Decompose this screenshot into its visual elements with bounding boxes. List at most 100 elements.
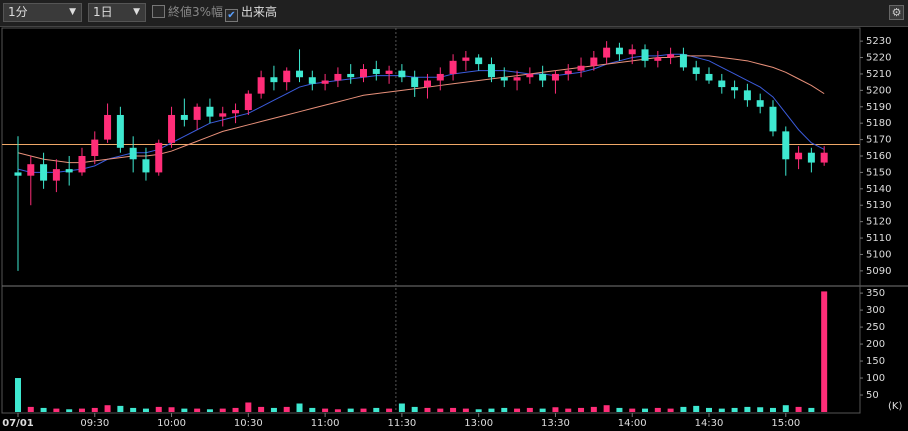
volume-bar xyxy=(219,408,226,412)
volume-bar xyxy=(232,407,239,412)
candle-body xyxy=(129,147,137,160)
candle-body xyxy=(27,164,35,176)
volume-bar xyxy=(283,406,290,412)
candle-body xyxy=(820,152,828,163)
volume-bar xyxy=(78,408,85,412)
volume-bar xyxy=(757,407,764,412)
volume-unit: (K) xyxy=(888,401,902,412)
y-tick-label: 5110 xyxy=(866,233,891,244)
y-tick-label: 5210 xyxy=(866,69,891,80)
volume-bar xyxy=(117,405,124,412)
volume-bar xyxy=(744,406,751,412)
candle-body xyxy=(206,106,214,117)
candle-body xyxy=(232,110,240,114)
y-tick-label: 150 xyxy=(866,356,885,367)
volume-bar xyxy=(654,407,661,412)
volume-bar xyxy=(629,408,636,412)
range-select[interactable]: 1日 ▼ xyxy=(88,3,146,22)
candle-body xyxy=(756,100,764,107)
volume-bar xyxy=(53,408,60,412)
candle-body xyxy=(475,57,483,65)
y-tick-label: 5170 xyxy=(866,135,891,146)
interval-select[interactable]: 1分 ▼ xyxy=(3,3,82,22)
candle-body xyxy=(743,90,751,101)
candle-body xyxy=(769,106,777,132)
candle-body xyxy=(180,114,188,120)
volume-bar xyxy=(206,409,213,412)
volume-bar xyxy=(91,407,98,412)
y-tick-label: 5140 xyxy=(866,184,891,195)
candle-body xyxy=(257,77,265,94)
x-tick-label: 07/01 xyxy=(2,418,34,429)
y-tick-label: 5190 xyxy=(866,102,891,113)
volume-bar xyxy=(27,406,34,412)
volume-bar xyxy=(706,407,713,412)
candle-body xyxy=(359,69,367,78)
volume-bar xyxy=(552,407,559,412)
settings-button[interactable]: ⚙ xyxy=(889,5,904,20)
candle-body xyxy=(411,77,419,88)
toolbar: 1分 ▼ 1日 ▼ 終値3%幅 ✔ 出来高 ⚙ xyxy=(0,0,908,27)
candle-body xyxy=(667,54,675,58)
volume-bar xyxy=(501,407,508,412)
candle-body xyxy=(219,113,227,117)
candle-body xyxy=(487,64,495,78)
candle-body xyxy=(270,77,278,83)
candle-body xyxy=(628,49,636,55)
x-tick-label: 14:30 xyxy=(695,418,724,429)
candle-body xyxy=(462,57,470,61)
candle-body xyxy=(168,114,176,143)
x-tick-label: 10:30 xyxy=(234,418,263,429)
checkbox[interactable] xyxy=(152,5,165,18)
candle-body xyxy=(385,70,393,74)
volume-bar xyxy=(258,406,265,412)
chart: 5090 5100 5110 5120 5130 5140 5150 5160 5170 5180… xyxy=(1,27,908,429)
candle-body xyxy=(321,80,329,84)
y-tick-label: 300 xyxy=(866,305,885,316)
volume-bar xyxy=(168,407,175,412)
y-tick-label: 250 xyxy=(866,322,885,333)
volume-bar xyxy=(821,291,828,412)
candle-body xyxy=(78,156,86,173)
close-range-option[interactable]: 終値3%幅 xyxy=(152,5,223,20)
volume-bar xyxy=(526,407,533,412)
interval-text: 1分 xyxy=(8,5,28,19)
volume-bar xyxy=(475,409,482,412)
volume-bar xyxy=(181,408,188,412)
candle-body xyxy=(577,65,585,71)
volume-bar xyxy=(398,403,405,412)
y-tick-label: 5180 xyxy=(866,118,891,129)
candle-body xyxy=(116,114,124,148)
volume-bar xyxy=(578,407,585,412)
y-tick-label: 5160 xyxy=(866,151,891,162)
plot-frame xyxy=(1,27,861,414)
volume-bar xyxy=(795,406,802,412)
candle-body xyxy=(679,54,687,68)
candle-body xyxy=(65,169,73,173)
checkbox[interactable]: ✔ xyxy=(225,9,238,22)
volume-bar xyxy=(142,408,149,412)
volume-option[interactable]: ✔ 出来高 xyxy=(225,5,277,22)
candle-body xyxy=(615,47,623,55)
volume-bar xyxy=(411,406,418,412)
candle-body xyxy=(795,152,803,160)
volume-bar xyxy=(66,409,73,412)
volume-bar xyxy=(424,407,431,412)
volume-bar xyxy=(309,407,316,412)
y-tick-label: 5100 xyxy=(866,249,891,260)
volume-bar xyxy=(270,407,277,412)
candle-body xyxy=(398,70,406,78)
candle-body xyxy=(347,73,355,78)
y-tick-label: 5120 xyxy=(866,217,891,228)
candle-body xyxy=(590,57,598,66)
y-tick-label: 100 xyxy=(866,373,885,384)
volume-bar xyxy=(590,406,597,412)
volume-bar xyxy=(104,405,111,412)
candle-body xyxy=(155,142,163,173)
candle-body xyxy=(449,60,457,74)
volume-bar xyxy=(616,407,623,412)
candle-body xyxy=(423,80,431,88)
x-tick-label: 10:00 xyxy=(157,418,186,429)
candle-body xyxy=(654,57,662,61)
candle-body xyxy=(296,70,304,78)
